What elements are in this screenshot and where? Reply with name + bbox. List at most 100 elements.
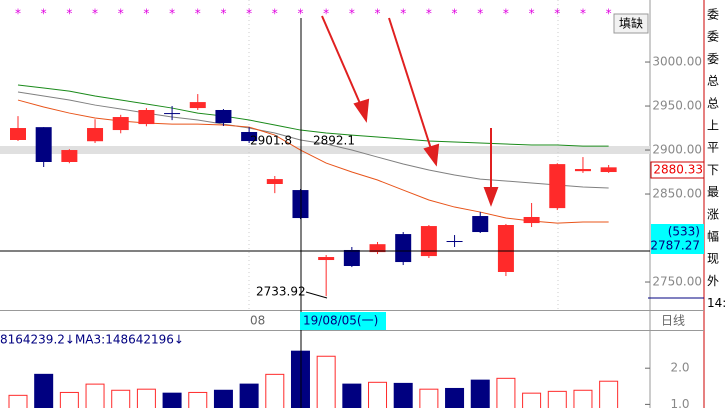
candle-body: [292, 190, 309, 219]
crosshair-date: 19/08/05(一): [303, 314, 378, 328]
candle-body: [241, 131, 258, 142]
side-label: 总: [707, 96, 719, 110]
volume-bar: [393, 382, 413, 408]
marker-star: *: [15, 7, 21, 21]
marker-star: *: [426, 7, 432, 21]
candle-body: [523, 216, 540, 224]
side-label: 下: [707, 163, 719, 177]
y-tick-label: 2.0: [670, 361, 689, 375]
fill-gap-button[interactable]: [613, 13, 649, 34]
volume-bar: [136, 388, 156, 408]
side-label: 外: [707, 274, 719, 288]
candle-body: [343, 249, 360, 267]
volume-bar: [547, 390, 567, 408]
marker-star: *: [529, 7, 535, 21]
arrow-head: [483, 187, 499, 207]
candle-body: [395, 234, 412, 263]
volume-bar: [59, 391, 79, 408]
marker-star: *: [220, 7, 226, 21]
marker-star: *: [580, 7, 586, 21]
y-tick-label: 3000.00: [652, 55, 702, 69]
marker-star: *: [41, 7, 47, 21]
low-label: 2733.92: [256, 285, 306, 299]
low-pointer: [305, 291, 328, 299]
button-label[interactable]: 填缺: [619, 16, 643, 31]
last-price-box: [650, 161, 705, 179]
marker-star: *: [195, 7, 201, 21]
volume-bar: [445, 387, 465, 408]
volume-bar: [368, 381, 388, 408]
side-label: 委: [707, 52, 719, 66]
volume-bar: [290, 350, 310, 408]
period-label: 日线: [661, 314, 685, 328]
volume-bar: [496, 377, 516, 408]
candle-body: [138, 109, 155, 125]
moving-average: [17, 84, 609, 147]
side-label: 委: [707, 8, 719, 22]
side-label: 上: [707, 119, 719, 133]
arrow-head: [423, 143, 440, 167]
volume-bar: [522, 392, 542, 408]
last-price: 2880.33: [653, 163, 703, 177]
candle-body: [600, 167, 617, 173]
crosshair-volume: (533): [668, 225, 700, 239]
marker-star: *: [66, 7, 72, 21]
marker-star: *: [272, 7, 278, 21]
candle-body: [10, 128, 26, 140]
marker-star: *: [606, 7, 612, 21]
volume-bar: [470, 379, 490, 408]
marker-star: *: [143, 7, 149, 21]
y-tick-label: 2750.00: [652, 275, 702, 289]
volume-bar: [162, 392, 182, 408]
candle-body: [497, 224, 514, 272]
candle-body: [549, 164, 566, 209]
candle-body: [446, 241, 463, 243]
marker-star: *: [375, 7, 381, 21]
candle-body: [215, 109, 232, 124]
moving-average: [17, 91, 609, 189]
candle-body: [35, 127, 52, 162]
high-label: 2901.8: [250, 134, 292, 148]
marker-star: *: [400, 7, 406, 21]
side-label: 总: [707, 74, 719, 88]
arrow: [388, 17, 433, 153]
y-tick-label: 2850.00: [652, 187, 702, 201]
candle-body: [164, 113, 181, 115]
volume-bar: [599, 380, 619, 408]
side-label: 现: [707, 252, 719, 266]
volume-bar: [111, 389, 131, 408]
candle-body: [61, 150, 78, 162]
arrow-head: [353, 98, 370, 123]
volume-bar: [188, 391, 208, 408]
volume-bar: [85, 383, 105, 408]
side-label: 幅: [707, 229, 719, 244]
crosshair-price-box: [651, 224, 704, 254]
gap-band: [0, 146, 650, 154]
date-box: [300, 312, 386, 330]
marker-star: *: [554, 7, 560, 21]
candle-body: [318, 257, 335, 261]
marker-star: *: [503, 7, 509, 21]
candle-body: [420, 226, 437, 257]
y-tick-label: 2900.00: [652, 143, 702, 157]
candle-body: [472, 216, 489, 233]
volume-bar: [8, 394, 28, 408]
high-label: 2892.1: [313, 134, 355, 148]
volume-bar: [419, 388, 439, 408]
plot: 3000.00 2950.00 2900.00 2850.00 2750.00 * * * * *…: [8, 7, 702, 408]
arrows: [321, 15, 499, 207]
marker-star: *: [246, 7, 252, 21]
side-label: 平: [707, 141, 719, 155]
marker-star: *: [169, 7, 175, 21]
marker-star: *: [349, 7, 355, 21]
candle-body: [266, 179, 283, 184]
side-label: 委: [707, 30, 719, 44]
volume-bar: [342, 383, 362, 408]
marker-star: *: [452, 7, 458, 21]
volume-bar: [265, 373, 285, 408]
crosshair-price: 2787.27: [650, 239, 700, 253]
candle-body: [112, 117, 129, 131]
marker-star: *: [477, 7, 483, 21]
